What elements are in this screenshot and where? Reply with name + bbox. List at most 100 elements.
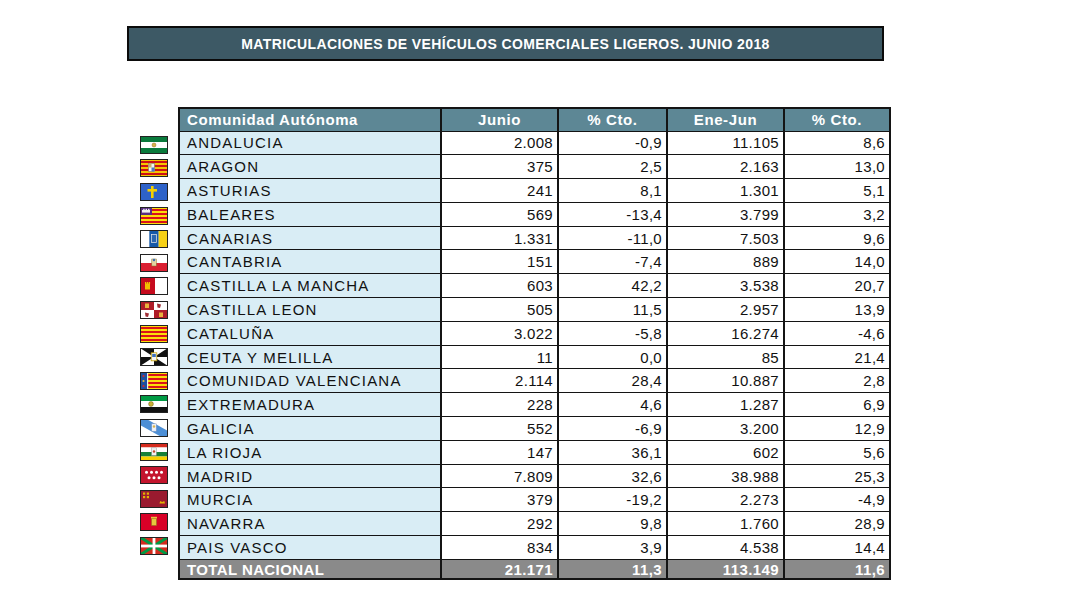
flag-extremadura-icon [140, 393, 168, 417]
flag-cantabria-icon [140, 251, 168, 275]
pct-junio-cell: 4,6 [558, 393, 667, 417]
flag-la-rioja-icon [140, 440, 168, 464]
junio-cell: 379 [441, 488, 558, 512]
region-cell: BALEARES [179, 202, 441, 226]
table-row: ASTURIAS 241 8,1 1.301 5,1 [179, 179, 890, 203]
col-header-junio: Junio [441, 108, 558, 131]
flag-andalucia-icon [140, 133, 168, 157]
ene-jun-cell: 7.503 [667, 226, 784, 250]
table-row: CANARIAS 1.331 -11,0 7.503 9,6 [179, 226, 890, 250]
pct-junio-cell: -19,2 [558, 488, 667, 512]
pct-ene-jun-cell: 14,0 [784, 250, 890, 274]
flag-baleares-icon [140, 204, 168, 228]
flag-aragon-icon [140, 157, 168, 181]
pct-junio-cell: -13,4 [558, 202, 667, 226]
flag-castilla-leon-icon [140, 298, 168, 322]
flag-column [140, 107, 168, 558]
table-row: CEUTA Y MELILLA 11 0,0 85 21,4 [179, 345, 890, 369]
junio-cell: 569 [441, 202, 558, 226]
pct-ene-jun-cell: 6,9 [784, 393, 890, 417]
ene-jun-cell: 1.287 [667, 393, 784, 417]
pct-junio-cell: 3,9 [558, 536, 667, 560]
table-row: COMUNIDAD VALENCIANA 2.114 28,4 10.887 2… [179, 369, 890, 393]
junio-cell: 147 [441, 440, 558, 464]
pct-ene-jun-cell: 5,6 [784, 440, 890, 464]
junio-cell: 3.022 [441, 321, 558, 345]
flag-navarra-icon [140, 511, 168, 535]
region-cell: CEUTA Y MELILLA [179, 345, 441, 369]
total-pct-ene-jun: 11,6 [784, 559, 890, 579]
pct-ene-jun-cell: 5,1 [784, 179, 890, 203]
junio-cell: 241 [441, 179, 558, 203]
ene-jun-cell: 4.538 [667, 536, 784, 560]
flag-pais-vasco-icon [140, 534, 168, 558]
ene-jun-cell: 3.200 [667, 417, 784, 441]
table-row: CASTILLA LEON 505 11,5 2.957 13,9 [179, 298, 890, 322]
ene-jun-cell: 10.887 [667, 369, 784, 393]
junio-cell: 375 [441, 155, 558, 179]
table-row: CANTABRIA 151 -7,4 889 14,0 [179, 250, 890, 274]
pct-ene-jun-cell: 12,9 [784, 417, 890, 441]
ene-jun-cell: 1.301 [667, 179, 784, 203]
junio-cell: 7.809 [441, 464, 558, 488]
table-row: CASTILLA LA MANCHA 603 42,2 3.538 20,7 [179, 274, 890, 298]
region-cell: CANARIAS [179, 226, 441, 250]
region-cell: CASTILLA LA MANCHA [179, 274, 441, 298]
flag-galicia-icon [140, 416, 168, 440]
col-header-ene-jun: Ene-Jun [667, 108, 784, 131]
pct-ene-jun-cell: 20,7 [784, 274, 890, 298]
pct-junio-cell: 42,2 [558, 274, 667, 298]
ene-jun-cell: 1.760 [667, 512, 784, 536]
table-row: NAVARRA 292 9,8 1.760 28,9 [179, 512, 890, 536]
table-row: PAIS VASCO 834 3,9 4.538 14,4 [179, 536, 890, 560]
pct-junio-cell: 28,4 [558, 369, 667, 393]
table-row: ARAGON 375 2,5 2.163 13,0 [179, 155, 890, 179]
pct-ene-jun-cell: 25,3 [784, 464, 890, 488]
col-header-comunidad: Comunidad Autónoma [179, 108, 441, 131]
table-row: MURCIA 379 -19,2 2.273 -4,9 [179, 488, 890, 512]
region-cell: ARAGON [179, 155, 441, 179]
pct-ene-jun-cell: 14,4 [784, 536, 890, 560]
region-cell: PAIS VASCO [179, 536, 441, 560]
total-ene-jun: 113.149 [667, 559, 784, 579]
junio-cell: 2.008 [441, 131, 558, 155]
region-cell: NAVARRA [179, 512, 441, 536]
region-cell: LA RIOJA [179, 440, 441, 464]
flag-asturias-icon [140, 180, 168, 204]
total-label: TOTAL NACIONAL [179, 559, 441, 579]
junio-cell: 834 [441, 536, 558, 560]
region-cell: MADRID [179, 464, 441, 488]
table-row: BALEARES 569 -13,4 3.799 3,2 [179, 202, 890, 226]
ene-jun-cell: 38.988 [667, 464, 784, 488]
pct-ene-jun-cell: -4,9 [784, 488, 890, 512]
pct-junio-cell: 36,1 [558, 440, 667, 464]
total-junio: 21.171 [441, 559, 558, 579]
pct-junio-cell: -5,8 [558, 321, 667, 345]
pct-ene-jun-cell: 13,0 [784, 155, 890, 179]
flag-canarias-icon [140, 227, 168, 251]
pct-ene-jun-cell: 8,6 [784, 131, 890, 155]
ene-jun-cell: 2.957 [667, 298, 784, 322]
ene-jun-cell: 16.274 [667, 321, 784, 345]
region-cell: GALICIA [179, 417, 441, 441]
ene-jun-cell: 2.273 [667, 488, 784, 512]
flag-ceuta-melilla-icon [140, 345, 168, 369]
pct-junio-cell: 32,6 [558, 464, 667, 488]
table-layout: Comunidad Autónoma Junio % Cto. Ene-Jun … [140, 107, 891, 580]
region-cell: CANTABRIA [179, 250, 441, 274]
pct-junio-cell: -0,9 [558, 131, 667, 155]
ene-jun-cell: 889 [667, 250, 784, 274]
table-row: ANDALUCIA 2.008 -0,9 11.105 8,6 [179, 131, 890, 155]
region-cell: CATALUÑA [179, 321, 441, 345]
table-row: LA RIOJA 147 36,1 602 5,6 [179, 440, 890, 464]
ene-jun-cell: 3.799 [667, 202, 784, 226]
ene-jun-cell: 85 [667, 345, 784, 369]
pct-ene-jun-cell: -4,6 [784, 321, 890, 345]
table-row: CATALUÑA 3.022 -5,8 16.274 -4,6 [179, 321, 890, 345]
pct-junio-cell: -11,0 [558, 226, 667, 250]
flag-murcia-icon [140, 487, 168, 511]
flag-madrid-icon [140, 463, 168, 487]
table-row: GALICIA 552 -6,9 3.200 12,9 [179, 417, 890, 441]
pct-junio-cell: 9,8 [558, 512, 667, 536]
total-pct-junio: 11,3 [558, 559, 667, 579]
